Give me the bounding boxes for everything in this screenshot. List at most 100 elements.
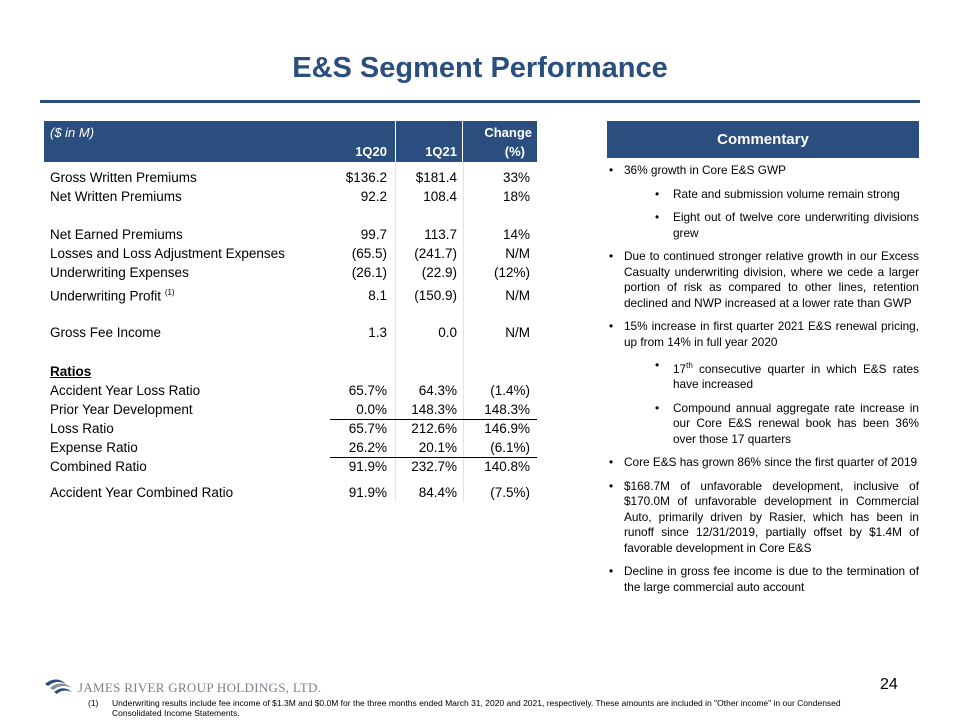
ordinal-number: 17 <box>673 361 687 376</box>
page-title: E&S Segment Performance <box>292 52 668 84</box>
value-1q21: (150.9) <box>414 288 457 303</box>
row-label: Underwriting Expenses <box>50 265 189 280</box>
title-divider <box>40 100 920 103</box>
table-row: Combined Ratio 91.9% 232.7% 140.8% <box>44 459 537 477</box>
value-1q20: 92.2 <box>360 189 387 204</box>
commentary-header: Commentary <box>607 121 919 158</box>
page-number: 24 <box>880 676 898 693</box>
commentary-bullet: Due to continued stronger relative growt… <box>607 249 919 311</box>
value-change: 18% <box>502 189 530 204</box>
value-1q21: 212.6% <box>411 421 457 436</box>
value-1q21: 84.4% <box>418 485 457 500</box>
row-label: Accident Year Loss Ratio <box>50 383 201 398</box>
value-1q21: $181.4 <box>415 170 457 185</box>
col-header-1q21: 1Q21 <box>425 144 457 159</box>
value-change: 148.3% <box>484 402 530 417</box>
row-label: Gross Written Premiums <box>50 170 197 185</box>
row-label: Prior Year Development <box>50 402 193 417</box>
value-1q20: 91.9% <box>348 459 387 474</box>
footnote-text: Underwriting results include fee income … <box>112 698 841 718</box>
commentary-sub-bullet: Compound annual aggregate rate increase … <box>607 401 919 448</box>
value-1q20: 26.2% <box>348 440 387 455</box>
table-row: Accident Year Combined Ratio 91.9% 84.4%… <box>44 485 537 503</box>
header-separator <box>462 121 463 162</box>
table-row: Gross Fee Income 1.3 0.0 N/M <box>44 325 537 343</box>
value-change: 14% <box>502 227 530 242</box>
value-1q21: 0.0 <box>438 325 457 340</box>
header-separator <box>395 121 396 162</box>
row-label: Net Written Premiums <box>50 189 182 204</box>
value-change: (6.1%) <box>490 440 530 455</box>
table-row: Loss Ratio 65.7% 212.6% 146.9% <box>44 421 537 439</box>
table-header: ($ in M) 1Q20 1Q21 Change (%) <box>44 121 537 162</box>
value-1q20: 8.1 <box>368 288 387 303</box>
value-change: (7.5%) <box>490 485 530 500</box>
commentary-sub-bullet: Eight out of twelve core underwriting di… <box>607 210 919 241</box>
footnote-ref: (1) <box>164 288 175 297</box>
table-row: Net Written Premiums 92.2 108.4 18% <box>44 189 537 207</box>
commentary-bullet: 36% growth in Core E&S GWP <box>607 163 919 179</box>
table-row: Underwriting Profit (1) 8.1 (150.9) N/M <box>44 288 537 306</box>
value-1q21: 113.7 <box>424 227 457 242</box>
logo-text: JAMES RIVER GROUP HOLDINGS, LTD. <box>78 680 322 695</box>
value-change: 33% <box>502 170 530 185</box>
footnote-mark: (1) <box>88 698 99 708</box>
col-header-change: Change <box>484 125 532 140</box>
value-1q20: 1.3 <box>368 325 387 340</box>
river-logo-icon <box>45 679 72 694</box>
commentary-bullet: Decline in gross fee income is due to th… <box>607 564 919 595</box>
table-row: Losses and Loss Adjustment Expenses (65.… <box>44 246 537 264</box>
value-1q20: 99.7 <box>360 227 387 242</box>
value-1q20: $136.2 <box>345 170 387 185</box>
subtotal-rule <box>330 419 537 420</box>
value-1q20: (65.5) <box>351 246 387 261</box>
value-1q21: 64.3% <box>418 383 457 398</box>
row-label: Net Earned Premiums <box>50 227 183 242</box>
subtotal-rule <box>330 457 537 458</box>
table-row: Expense Ratio 26.2% 20.1% (6.1%) <box>44 440 537 458</box>
table-row: Net Earned Premiums 99.7 113.7 14% <box>44 227 537 245</box>
commentary-sub-bullet: Rate and submission volume remain strong <box>607 187 919 203</box>
table-row: Gross Written Premiums $136.2 $181.4 33% <box>44 170 537 188</box>
sub-bullet-text: consecutive quarter in which E&S rates h… <box>673 361 919 392</box>
value-1q20: 0.0% <box>356 402 387 417</box>
value-1q21: 148.3% <box>411 402 457 417</box>
value-1q21: (22.9) <box>421 265 457 280</box>
value-change: 140.8% <box>484 459 530 474</box>
row-label: Underwriting Profit (1) <box>50 288 175 304</box>
commentary-list: 36% growth in Core E&S GWP Rate and subm… <box>607 163 919 603</box>
row-label: Expense Ratio <box>50 440 138 455</box>
row-label: Losses and Loss Adjustment Expenses <box>50 246 285 261</box>
row-label: Loss Ratio <box>50 421 114 436</box>
company-logo: JAMES RIVER GROUP HOLDINGS, LTD. <box>44 676 444 696</box>
col-header-change-unit: (%) <box>504 144 525 159</box>
value-1q20: (26.1) <box>351 265 387 280</box>
commentary-bullet: $168.7M of unfavorable development, incl… <box>607 479 919 557</box>
value-change: N/M <box>505 246 530 261</box>
table-row: Accident Year Loss Ratio 65.7% 64.3% (1.… <box>44 383 537 401</box>
value-change: N/M <box>505 325 530 340</box>
commentary-sub-bullet: 17th consecutive quarter in which E&S ra… <box>607 358 919 393</box>
ratios-heading: Ratios <box>50 364 92 379</box>
value-1q20: 65.7% <box>348 383 387 398</box>
table-row: Prior Year Development 0.0% 148.3% 148.3… <box>44 402 537 420</box>
value-1q21: 108.4 <box>423 189 457 204</box>
row-label: Combined Ratio <box>50 459 147 474</box>
commentary-bullet: Core E&S has grown 86% since the first q… <box>607 455 919 471</box>
commentary-bullet: 15% increase in first quarter 2021 E&S r… <box>607 319 919 350</box>
table-row: Underwriting Expenses (26.1) (22.9) (12%… <box>44 265 537 283</box>
value-1q21: 232.7% <box>411 459 457 474</box>
unit-label: ($ in M) <box>50 125 95 140</box>
value-change: (1.4%) <box>490 383 530 398</box>
value-1q20: 65.7% <box>348 421 387 436</box>
value-change: N/M <box>505 288 530 303</box>
value-change: (12%) <box>493 265 530 280</box>
row-label-text: Underwriting Profit <box>50 288 162 304</box>
value-1q21: 20.1% <box>418 440 457 455</box>
row-label: Gross Fee Income <box>50 325 162 340</box>
row-label: Accident Year Combined Ratio <box>50 485 234 500</box>
value-change: 146.9% <box>484 421 530 436</box>
value-1q21: (241.7) <box>414 246 457 261</box>
ordinal-suffix: th <box>686 361 693 370</box>
col-header-1q20: 1Q20 <box>355 144 387 159</box>
